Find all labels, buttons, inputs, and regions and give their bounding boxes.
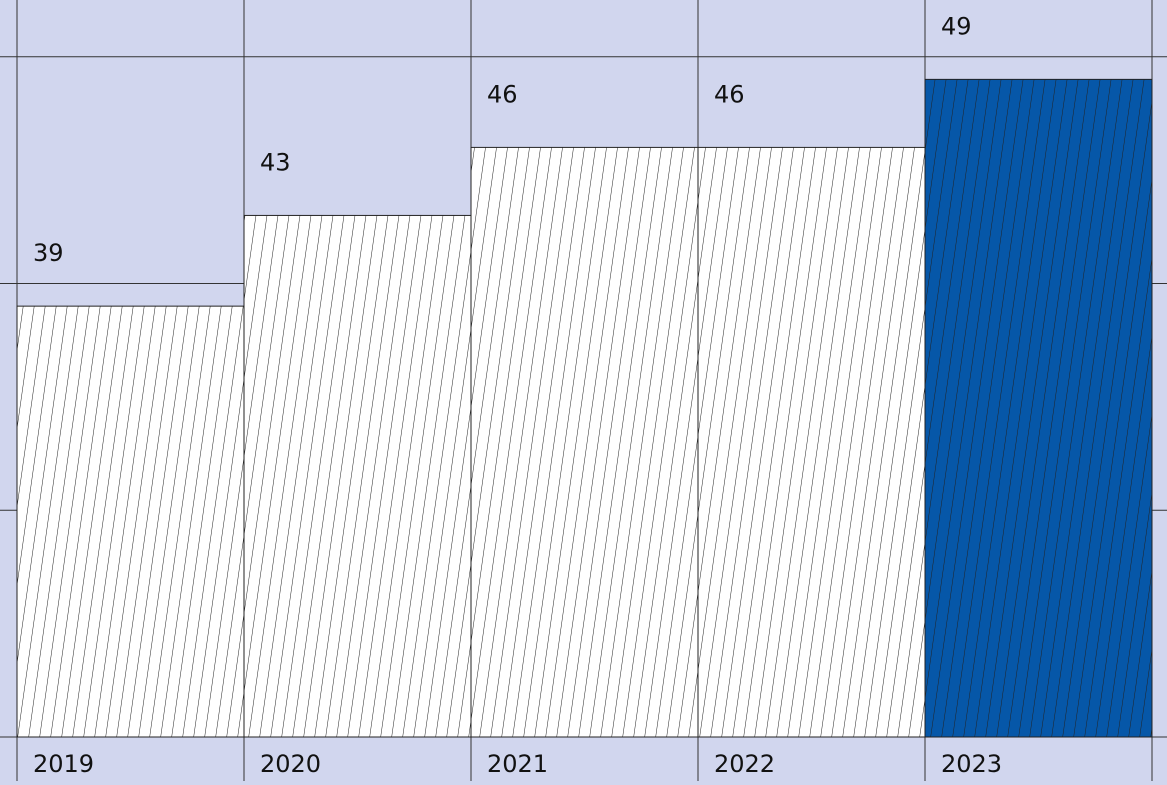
bar-hatch	[471, 147, 698, 737]
x-tick-label: 2023	[941, 750, 1002, 778]
value-label: 43	[260, 148, 291, 176]
x-tick-label: 2020	[260, 750, 321, 778]
bar-hatch	[244, 215, 471, 737]
x-tick-label: 2022	[714, 750, 775, 778]
value-label: 39	[33, 239, 64, 267]
bar-hatch	[698, 147, 925, 737]
value-label: 46	[487, 80, 518, 108]
value-label: 46	[714, 80, 745, 108]
x-tick-label: 2021	[487, 750, 548, 778]
bar-hatch	[17, 306, 244, 737]
x-tick-label: 2019	[33, 750, 94, 778]
value-label: 49	[941, 12, 972, 40]
bar-hatch	[925, 79, 1152, 737]
